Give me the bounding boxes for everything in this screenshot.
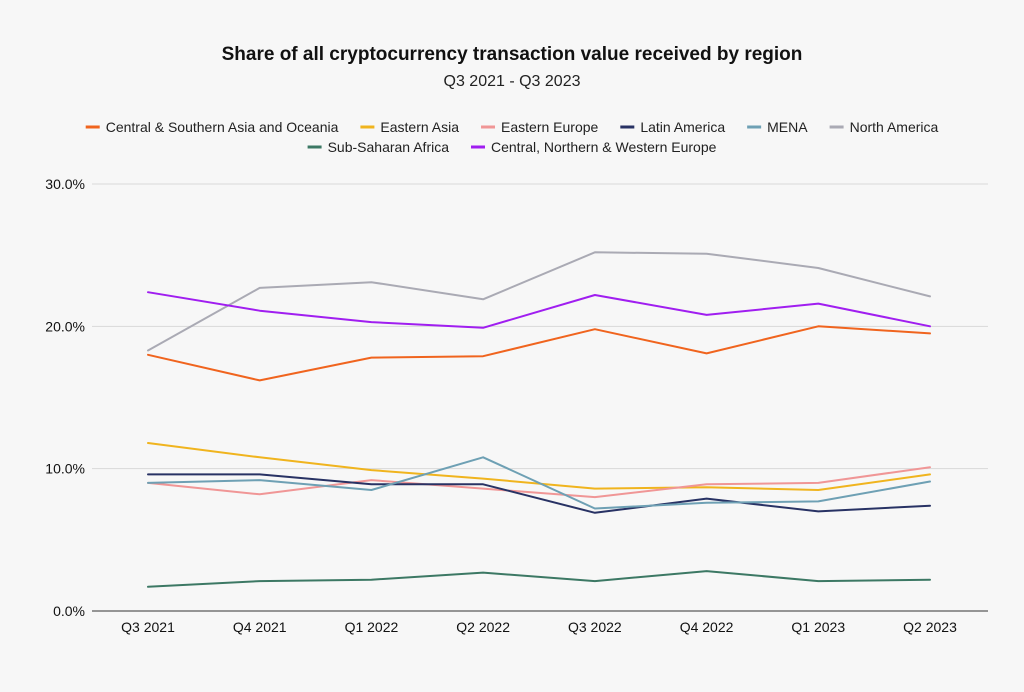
legend: Central & Southern Asia and Oceania Easte… <box>85 119 939 155</box>
series-line-7 <box>147 570 931 588</box>
gridlines <box>92 183 988 470</box>
series-line-4 <box>147 473 931 514</box>
x-tick-label: Q2 2023 <box>903 619 957 635</box>
legend-label: Eastern Asia <box>380 119 459 135</box>
series-line-5 <box>147 456 931 510</box>
series-line-1 <box>147 325 931 382</box>
y-tick-label: 10.0% <box>45 461 85 477</box>
legend-label: Central, Northern & Western Europe <box>491 139 717 155</box>
legend-label: MENA <box>767 119 808 135</box>
legend-label: North America <box>850 119 939 135</box>
legend-label: Sub-Saharan Africa <box>328 139 450 155</box>
chart-subtitle: Q3 2021 - Q3 2023 <box>444 73 581 90</box>
x-tick-label: Q2 2022 <box>456 619 510 635</box>
y-tick-label: 0.0% <box>53 603 85 619</box>
x-tick-label: Q4 2022 <box>680 619 734 635</box>
series-line-3 <box>147 466 931 499</box>
y-tick-label: 20.0% <box>45 318 85 334</box>
x-tick-label: Q3 2021 <box>121 619 175 635</box>
series-lines <box>147 251 931 588</box>
axes: 0.0% 10.0% 20.0% 30.0% Q3 2021 Q4 2021 Q1 2022… <box>45 176 988 635</box>
series-line-6 <box>147 251 931 352</box>
legend-label: Latin America <box>640 119 725 135</box>
legend-label: Central & Southern Asia and Oceania <box>106 119 339 135</box>
x-tick-label: Q1 2022 <box>345 619 399 635</box>
y-tick-label: 30.0% <box>45 176 85 192</box>
x-tick-label: Q4 2021 <box>233 619 287 635</box>
legend-label: Eastern Europe <box>501 119 598 135</box>
chart-title: Share of all cryptocurrency transaction … <box>222 44 803 65</box>
x-tick-label: Q3 2022 <box>568 619 622 635</box>
series-line-8 <box>147 291 931 329</box>
x-tick-label: Q1 2023 <box>791 619 845 635</box>
